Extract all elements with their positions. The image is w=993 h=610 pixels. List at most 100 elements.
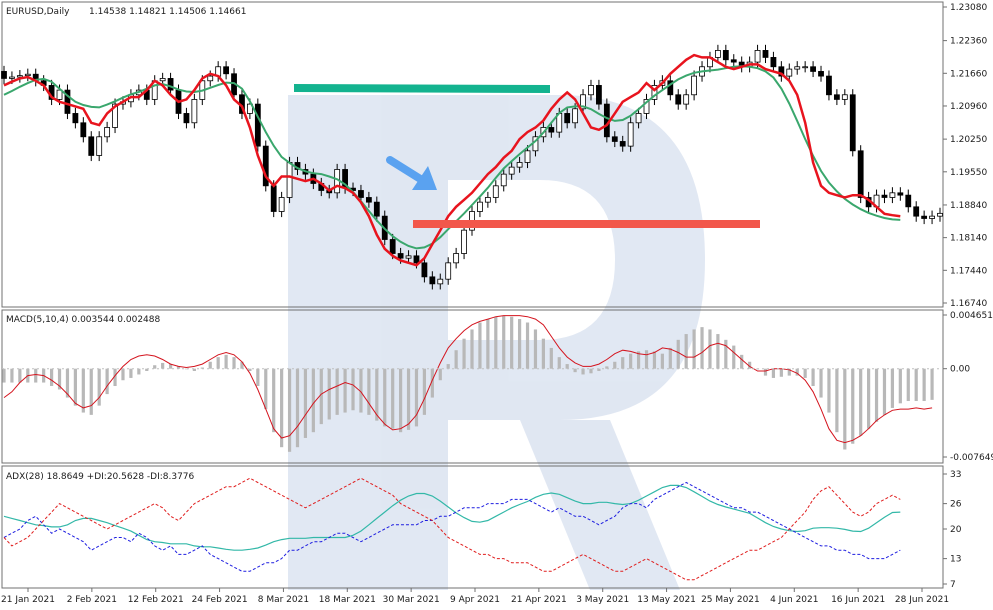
macd-bar [859,368,863,436]
macd-bar [502,315,506,369]
macd-bar [367,368,371,415]
macd-bar [319,368,323,425]
macd-bar [2,368,6,383]
macd-bar [168,364,173,369]
candle-body [246,103,253,114]
candle-body [794,66,801,70]
candle-body [373,201,380,217]
candle-body [857,150,864,198]
candle-body [508,166,515,175]
candle-body [778,66,785,77]
macd-bar [145,368,149,372]
macd-bar [922,368,926,402]
macd-bar [295,368,300,448]
candle-body [714,50,721,58]
candle-body [492,185,499,198]
macd-bar [541,338,545,369]
symbol-header: EURUSD,Daily [6,7,70,17]
macd-bar [494,316,498,369]
macd-histogram [2,315,934,452]
macd-bar [621,357,625,369]
candle-body [262,145,269,187]
candle-body [104,127,111,138]
macd-bar [161,362,165,369]
macd-bar [359,368,363,413]
candle-body [445,262,452,280]
candle-body [937,212,943,217]
price-tick-label: 1.20250 [950,135,987,145]
price-tick-label: 1.23080 [950,3,987,13]
candle-body [56,89,63,100]
macd-bar [351,368,355,411]
candle-body [572,108,579,124]
candle-body [24,73,31,77]
candle-body [223,66,230,75]
price-tick-label: 1.22360 [950,37,987,47]
macd-bar [121,368,125,381]
candle-body [929,215,935,219]
candle-body [651,85,658,100]
macd-bar [478,322,482,369]
macd-bar [724,339,728,369]
macd-bar [287,368,292,452]
adx-tick-label: 13 [950,555,961,565]
candle-body [849,94,856,152]
macd-bar [65,368,70,398]
macd-bar [843,368,847,450]
candle-body [437,278,444,285]
date-tick-label: 25 May 2021 [701,595,760,605]
macd-bar [327,368,331,420]
macd-bar [613,361,617,369]
macd-tick-label: 0.004651 [950,311,993,321]
candle-body [580,94,586,110]
macd-bar [438,368,442,381]
adx-pane-frame [1,465,944,589]
macd-bar [192,368,196,372]
candle-body [429,276,436,285]
candle-body [461,229,467,254]
adx-tick-label: 33 [950,470,961,480]
candle-body [1,71,7,79]
axes: 1.23080 1.22360 1.21660 1.20960 1.20250 1.195… [1,3,993,605]
candle-body [762,50,769,58]
macd-bar [557,357,561,369]
candle-body [278,197,285,212]
macd-bar [668,347,672,369]
macd-bar [803,368,807,378]
candle-body [500,173,507,187]
macd-bar [874,368,879,422]
macd-bar [34,368,38,383]
candle-body [667,80,674,96]
macd-bar [343,368,347,413]
macd-bar [470,329,474,369]
date-tick-label: 12 Feb 2021 [128,595,184,605]
candle-body [524,150,531,163]
date-tick-label: 24 Feb 2021 [192,595,248,605]
candle-body [802,66,809,69]
macd-bar [280,368,284,448]
macd-bar [517,319,522,369]
macd-bar [533,329,538,369]
candle-body [619,141,626,147]
candle-body [881,194,888,198]
macd-bar [264,368,268,410]
macd-bar [700,327,704,369]
candle-body [889,192,896,198]
macd-pane-frame [1,309,944,464]
candle-body [159,78,166,82]
candle-body [207,75,214,82]
macd-bar [73,368,77,406]
candle-body [635,113,642,124]
macd-bar [272,368,276,433]
macd-bar [232,357,236,369]
candle-body [810,66,816,72]
macd-bar [898,368,902,404]
candle-body [691,75,698,96]
macd-bar [176,366,181,369]
candle-body [516,162,523,168]
date-tick-label: 4 Jun 2021 [770,595,818,605]
macd-bar [930,368,934,400]
macd-bar [81,368,85,413]
macd-bar [105,368,109,395]
macd-bar [716,334,720,369]
